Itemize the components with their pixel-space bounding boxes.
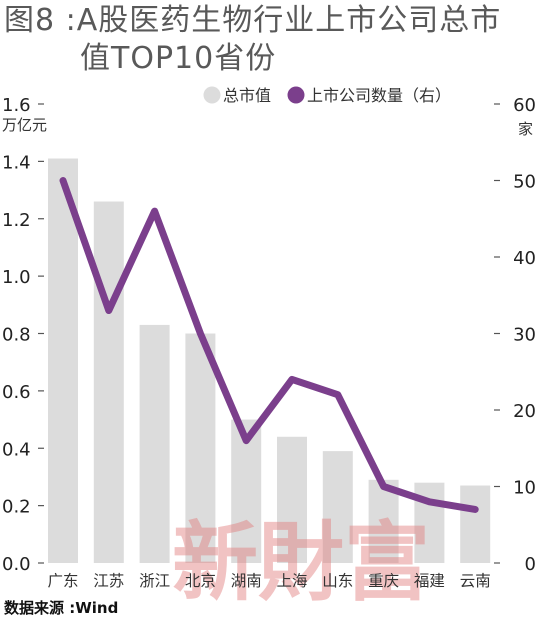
line-point-上海 xyxy=(290,377,294,381)
title-line-1: 图8 :A股医药生物行业上市公司总市 xyxy=(4,3,502,38)
line-point-北京 xyxy=(198,332,202,335)
bar-重庆 xyxy=(368,479,399,563)
right-axis-unit: 家 xyxy=(518,120,533,138)
bar-北京 xyxy=(185,333,216,563)
title-line-2: 值TOP10省份 xyxy=(80,41,277,76)
watermark: 新財富 xyxy=(172,512,430,613)
legend: 总市值 上市公司数量（右） xyxy=(203,86,451,105)
line-point-江苏 xyxy=(107,309,111,313)
left-tick-label: 1.4 xyxy=(2,152,31,173)
line-point-重庆 xyxy=(382,485,386,488)
left-axis: 万亿元 0.0 0.2 0.4 0.6 0.8 1.0 1.2 1.4 1.6 xyxy=(2,95,47,575)
left-tick-label: 1.6 xyxy=(2,95,31,116)
bar-山东 xyxy=(322,451,353,563)
bar-云南 xyxy=(460,485,491,563)
right-tick-label: 10 xyxy=(513,478,536,499)
svg-text:新財富: 新財富 xyxy=(172,512,430,613)
right-tick-label: 0 xyxy=(525,554,536,575)
left-tick-label: 1.0 xyxy=(2,267,31,288)
right-axis: 家 0 10 20 30 40 50 60 xyxy=(494,95,536,575)
category-label: 重庆 xyxy=(368,572,399,590)
right-tick-label: 50 xyxy=(513,172,536,193)
line-point-山东 xyxy=(336,393,340,397)
category-label: 江苏 xyxy=(93,572,124,590)
left-tick-label: 0.4 xyxy=(2,439,31,460)
category-label: 上海 xyxy=(276,572,307,590)
bar-浙江 xyxy=(139,324,170,563)
legend-label-bar: 总市值 xyxy=(223,86,271,105)
company-count-line xyxy=(59,177,479,513)
line-point-云南 xyxy=(473,507,477,511)
line-point-湖南 xyxy=(244,439,248,443)
right-tick-label: 20 xyxy=(513,401,536,422)
legend-label-line: 上市公司数量（右） xyxy=(307,86,451,105)
bar-series xyxy=(48,158,491,563)
line-point-广东 xyxy=(61,179,65,182)
legend-swatch-bar xyxy=(203,86,221,104)
source-note: 数据来源 :Wind xyxy=(4,599,119,617)
line-point-福建 xyxy=(427,500,431,504)
bar-广东 xyxy=(48,158,78,563)
legend-swatch-line xyxy=(287,86,305,104)
x-axis: 广东 江苏 浙江 北京 湖南 上海 山东 重庆 福建 云南 xyxy=(47,572,490,590)
category-label: 湖南 xyxy=(231,572,262,590)
category-label: 福建 xyxy=(414,572,445,590)
category-label: 山东 xyxy=(322,572,353,590)
left-tick-label: 1.2 xyxy=(2,210,31,231)
right-tick-label: 60 xyxy=(513,95,536,116)
left-tick-label: 0.0 xyxy=(2,554,31,575)
bar-上海 xyxy=(277,436,307,563)
category-label: 云南 xyxy=(460,572,491,590)
chart-title: 图8 :A股医药生物行业上市公司总市 值TOP10省份 xyxy=(4,2,501,78)
category-label: 广东 xyxy=(47,572,78,590)
left-tick-label: 0.6 xyxy=(2,382,31,403)
right-tick-label: 40 xyxy=(513,248,536,269)
left-tick-label: 0.2 xyxy=(2,497,31,518)
line-series xyxy=(59,177,479,513)
line-point-浙江 xyxy=(153,209,157,213)
category-label: 浙江 xyxy=(139,572,170,590)
left-axis-unit: 万亿元 xyxy=(2,116,47,134)
right-tick-label: 30 xyxy=(513,325,536,346)
left-tick-label: 0.8 xyxy=(2,325,31,346)
bar-江苏 xyxy=(93,201,124,563)
category-label: 北京 xyxy=(185,572,216,590)
